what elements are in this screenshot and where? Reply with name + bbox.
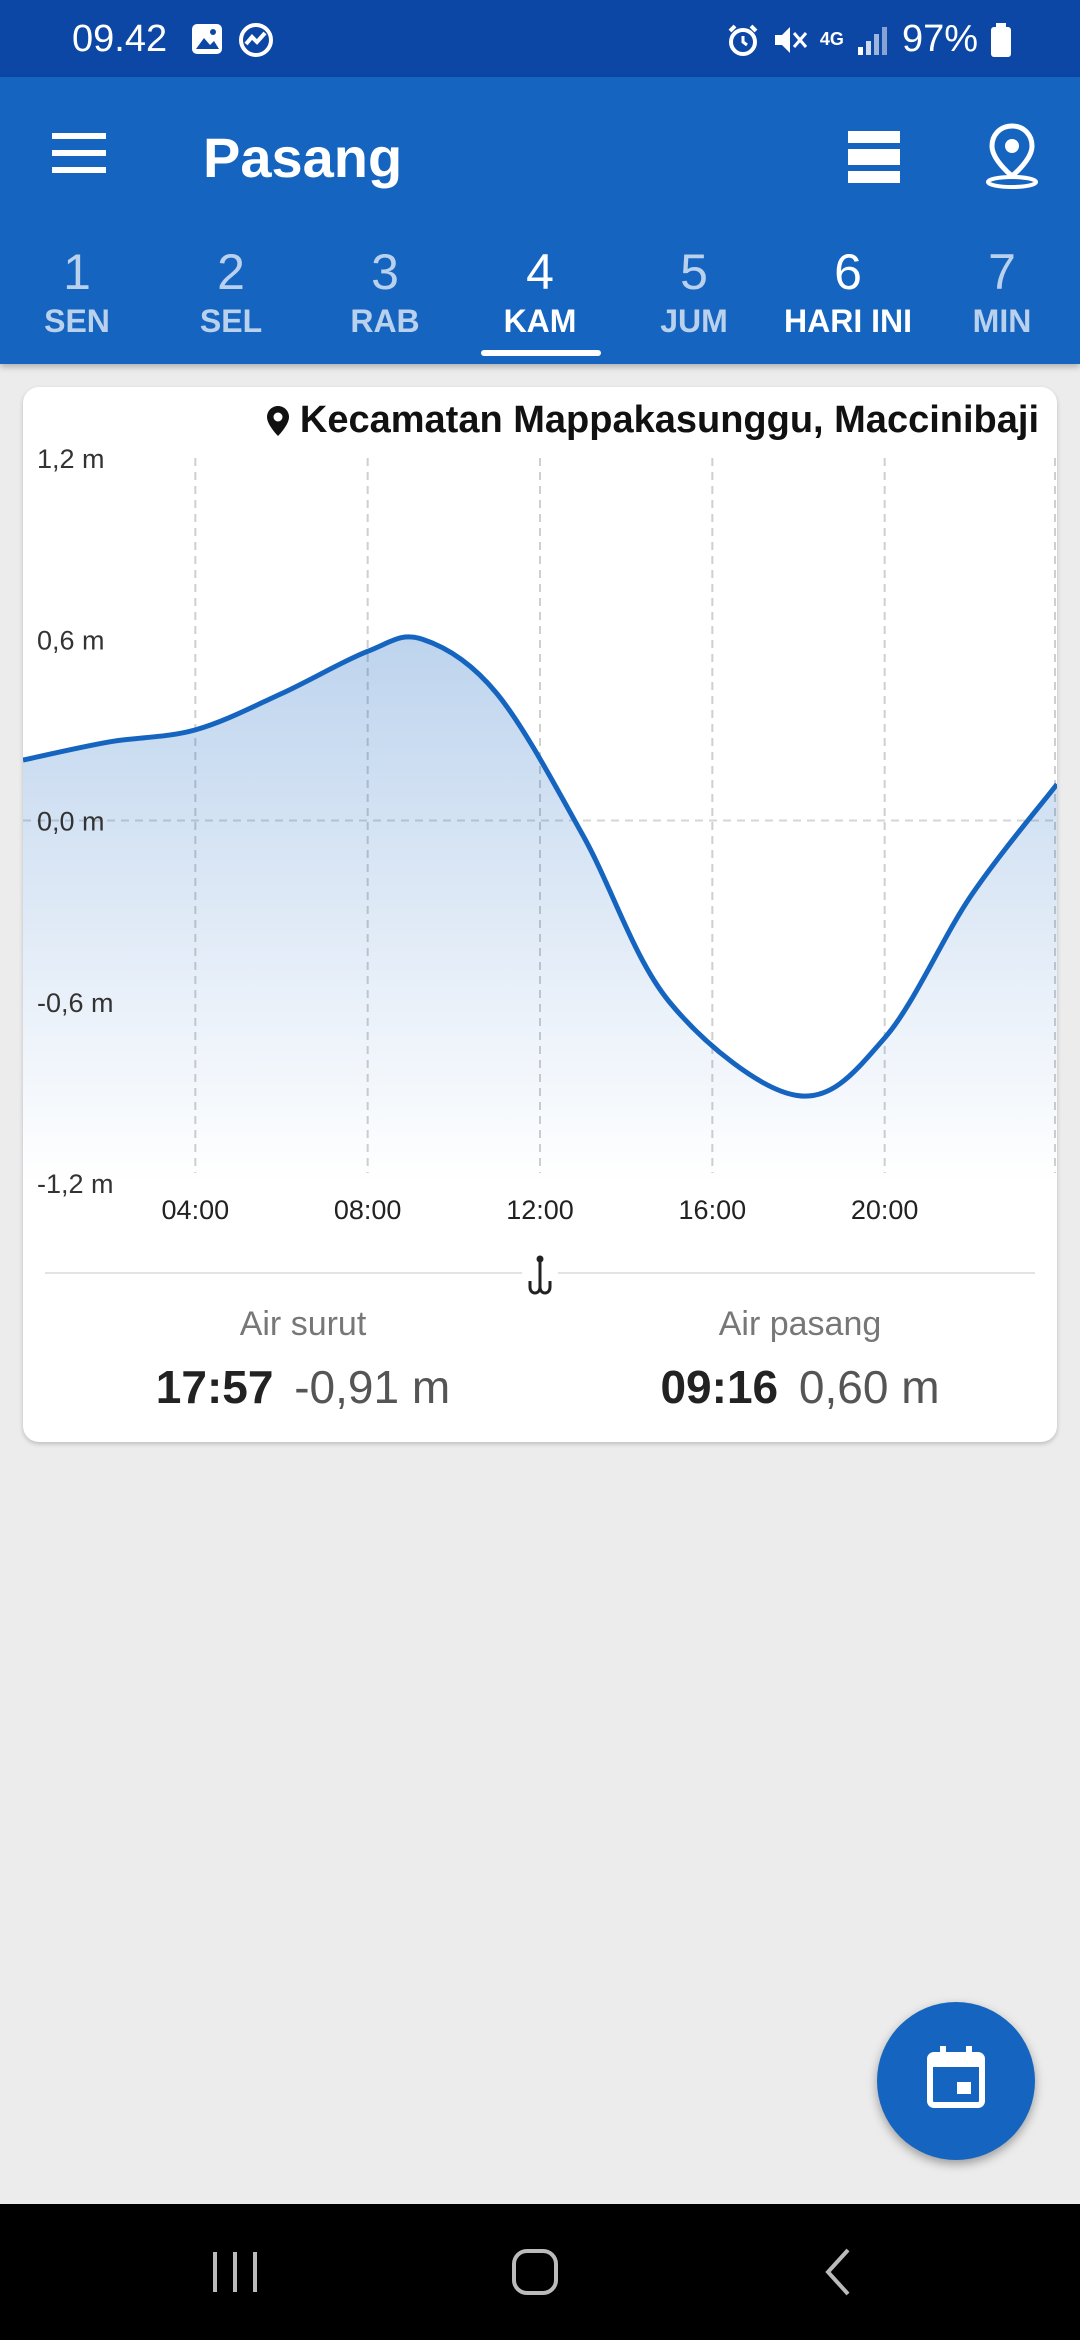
fishing-hook-icon	[522, 1255, 558, 1299]
tab-label: KAM	[503, 303, 577, 339]
mute-icon	[774, 26, 808, 53]
home-icon[interactable]	[505, 2244, 565, 2300]
low-tide-label: Air surut	[239, 1305, 367, 1343]
tab-label: JUM	[660, 303, 728, 339]
y-tick-label: 0,6 m	[37, 625, 105, 655]
system-icons: 4G 97%	[726, 18, 1012, 61]
tab-number: 2	[217, 244, 245, 300]
high-tide-label: Air pasang	[718, 1305, 882, 1343]
tab-sen[interactable]: 1 SEN	[0, 237, 154, 364]
location-name: Kecamatan Mappakasunggu, Maccinibaji	[299, 399, 1039, 441]
location-pin-icon	[266, 405, 289, 436]
location-label[interactable]: Kecamatan Mappakasunggu, Maccinibaji	[266, 399, 1039, 442]
tab-label: SEN	[44, 303, 110, 339]
network-type: 4G	[819, 29, 844, 49]
x-tick-label: 04:00	[162, 1195, 230, 1225]
tab-number: 5	[680, 244, 708, 300]
tab-number: 1	[63, 244, 91, 300]
x-tick-label: 08:00	[334, 1195, 402, 1225]
status-bar: 09.42 4G 97%	[0, 0, 1080, 77]
calendar-button[interactable]	[877, 2002, 1035, 2160]
tab-jum[interactable]: 5 JUM	[617, 237, 771, 364]
tab-label: MIN	[972, 303, 1032, 339]
analytics-icon	[239, 23, 273, 57]
list-view-icon[interactable]	[842, 125, 906, 189]
tab-label: HARI INI	[784, 303, 912, 339]
back-icon[interactable]	[810, 2244, 870, 2300]
app-bar: Pasang 1 SEN 2 SEL 3 RAB 4 KAM 5 JUM	[0, 77, 1080, 364]
x-tick-label: 16:00	[679, 1195, 747, 1225]
tab-kam[interactable]: 4 KAM	[463, 237, 617, 364]
high-tide-value: 09:16 0,60 m	[580, 1360, 1020, 1414]
tide-chart: 04:00 08:00 12:00 16:00 20:00 1,2 m 0,6 m 0,0 m…	[23, 444, 1057, 1225]
tab-sel[interactable]: 2 SEL	[154, 237, 308, 364]
tide-curve	[23, 634, 1057, 1099]
x-tick-label: 12:00	[506, 1195, 574, 1225]
tab-number: 4	[526, 244, 554, 300]
y-tick-label: -1,2 m	[37, 1169, 114, 1199]
signal-icon	[857, 26, 887, 55]
hamburger-menu-icon[interactable]	[48, 127, 110, 179]
day-tabs: 1 SEN 2 SEL 3 RAB 4 KAM 5 JUM 6 HARI INI…	[0, 237, 1080, 364]
battery-icon	[991, 22, 1011, 57]
high-tide-height: 0,60 m	[798, 1361, 940, 1413]
high-tide-stat: Air pasang 09:16 0,60 m	[580, 1305, 1020, 1414]
tide-card: 04:00 08:00 12:00 16:00 20:00 1,2 m 0,6 m 0,0 m…	[23, 387, 1057, 1442]
tab-min[interactable]: 7 MIN	[925, 237, 1079, 364]
tab-hari-ini[interactable]: 6 HARI INI	[771, 237, 925, 364]
y-tick-label: -0,6 m	[37, 988, 114, 1018]
tab-number: 3	[371, 244, 399, 300]
tab-number: 7	[988, 244, 1016, 300]
battery-level: 97%	[901, 18, 978, 60]
recent-apps-icon[interactable]	[205, 2244, 265, 2300]
calendar-icon	[927, 2046, 985, 2108]
gallery-icon	[192, 24, 222, 54]
y-tick-label: 1,2 m	[37, 444, 105, 474]
high-tide-time: 09:16	[660, 1361, 779, 1413]
tide-area-fill	[23, 636, 1057, 1183]
page-title: Pasang	[203, 126, 403, 189]
tab-label: RAB	[350, 303, 420, 339]
tab-label: SEL	[199, 303, 263, 339]
tab-number: 6	[834, 244, 862, 300]
map-pin-icon[interactable]	[984, 122, 1040, 190]
system-nav-bar	[0, 2204, 1080, 2340]
low-tide-height: -0,91 m	[294, 1361, 451, 1413]
low-tide-value: 17:57 -0,91 m	[83, 1360, 523, 1414]
low-tide-stat: Air surut 17:57 -0,91 m	[83, 1305, 523, 1414]
low-tide-time: 17:57	[155, 1361, 274, 1413]
alarm-icon	[728, 24, 758, 56]
y-tick-label: 0,0 m	[37, 807, 105, 837]
tab-rab[interactable]: 3 RAB	[308, 237, 462, 364]
status-time: 09.42	[72, 18, 168, 60]
notification-icons	[190, 22, 274, 58]
x-tick-label: 20:00	[851, 1195, 919, 1225]
selected-tab-indicator	[481, 350, 601, 356]
